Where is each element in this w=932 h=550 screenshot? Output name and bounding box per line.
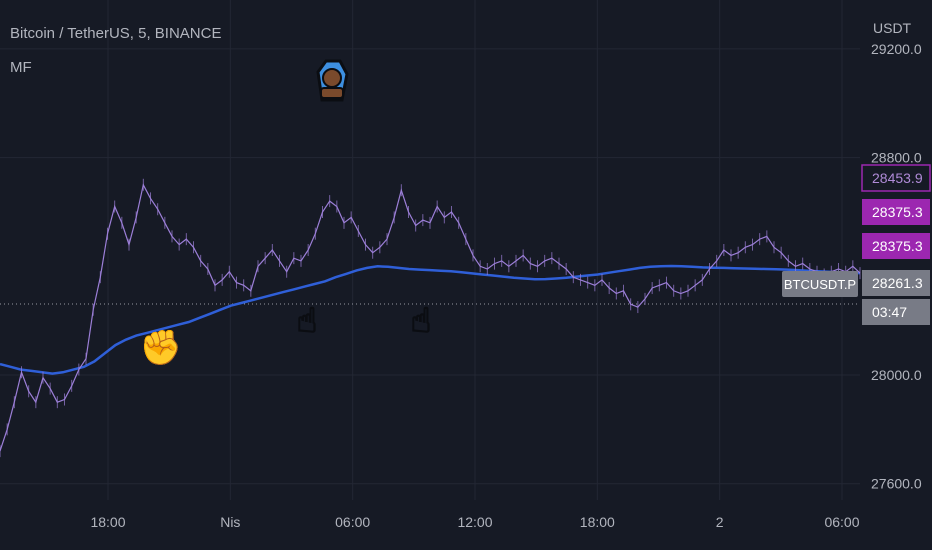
symbol-tag: BTCUSDT.P (782, 271, 858, 297)
price-label-box (862, 233, 930, 259)
x-tick-label: 06:00 (824, 514, 859, 530)
annotations: ✊ ☝ ☝ (139, 59, 432, 369)
x-tick-label: Nis (220, 514, 240, 530)
price-label: 28453.9 (861, 164, 931, 192)
price-label-box (862, 270, 930, 296)
person-in-bubble-icon (316, 59, 349, 102)
pointing-up-hand-icon: ☝ (296, 300, 318, 342)
price-label-box (861, 164, 931, 192)
symbol-tag-box (782, 271, 858, 297)
moving-average-line (0, 264, 861, 375)
price-label-box (862, 299, 930, 325)
price-label: 28261.3 (862, 270, 930, 296)
y-tick-label: 28800.0 (871, 150, 922, 166)
price-label: 28375.3 (862, 199, 930, 225)
face-shape (322, 68, 342, 88)
y-tick-label: 27600.0 (871, 476, 922, 492)
price-label-box (862, 199, 930, 225)
x-tick-label: 12:00 (457, 514, 492, 530)
body-shape (320, 87, 344, 99)
y-tick-label: 28000.0 (871, 367, 922, 383)
currency-label: USDT (873, 20, 912, 36)
indicator-label[interactable]: MF (10, 59, 32, 76)
x-tick-label: 2 (716, 514, 724, 530)
chart-title[interactable]: Bitcoin / TetherUS, 5, BINANCE (10, 25, 222, 42)
hand-glyph: ✊ (140, 328, 182, 368)
hand-glyph: ☝ (297, 301, 318, 341)
price-label-text: 28453.9 (872, 170, 923, 186)
price-label: 03:47 (862, 299, 930, 325)
price-line-group (0, 178, 861, 458)
symbol-tag-text: BTCUSDT.P (784, 277, 856, 292)
price-label: 28375.3 (862, 233, 930, 259)
hand-glyph: ☝ (411, 301, 432, 341)
price-labels: 28453.9 28375.3 28375.3 28261.3 03:47 BTCUSDT… (782, 164, 931, 325)
raised-fist-icon: ✊ (139, 327, 183, 369)
price-label-text: 28375.3 (872, 238, 923, 254)
y-tick-label: 29200.0 (871, 41, 922, 57)
x-tick-label: 18:00 (90, 514, 125, 530)
moving-average-group (0, 264, 861, 375)
y-axis[interactable]: 29200.0 28800.0 28000.0 27600.0 (871, 41, 922, 492)
x-tick-label: 18:00 (580, 514, 615, 530)
x-axis[interactable]: 18:00 Nis 06:00 12:00 18:00 2 06:00 (90, 514, 859, 530)
price-label-text: 28375.3 (872, 204, 923, 220)
price-label-text: 03:47 (872, 304, 907, 320)
price-label-text: 28261.3 (872, 275, 923, 291)
x-tick-label: 06:00 (335, 514, 370, 530)
pointing-up-hand-icon: ☝ (410, 300, 432, 342)
